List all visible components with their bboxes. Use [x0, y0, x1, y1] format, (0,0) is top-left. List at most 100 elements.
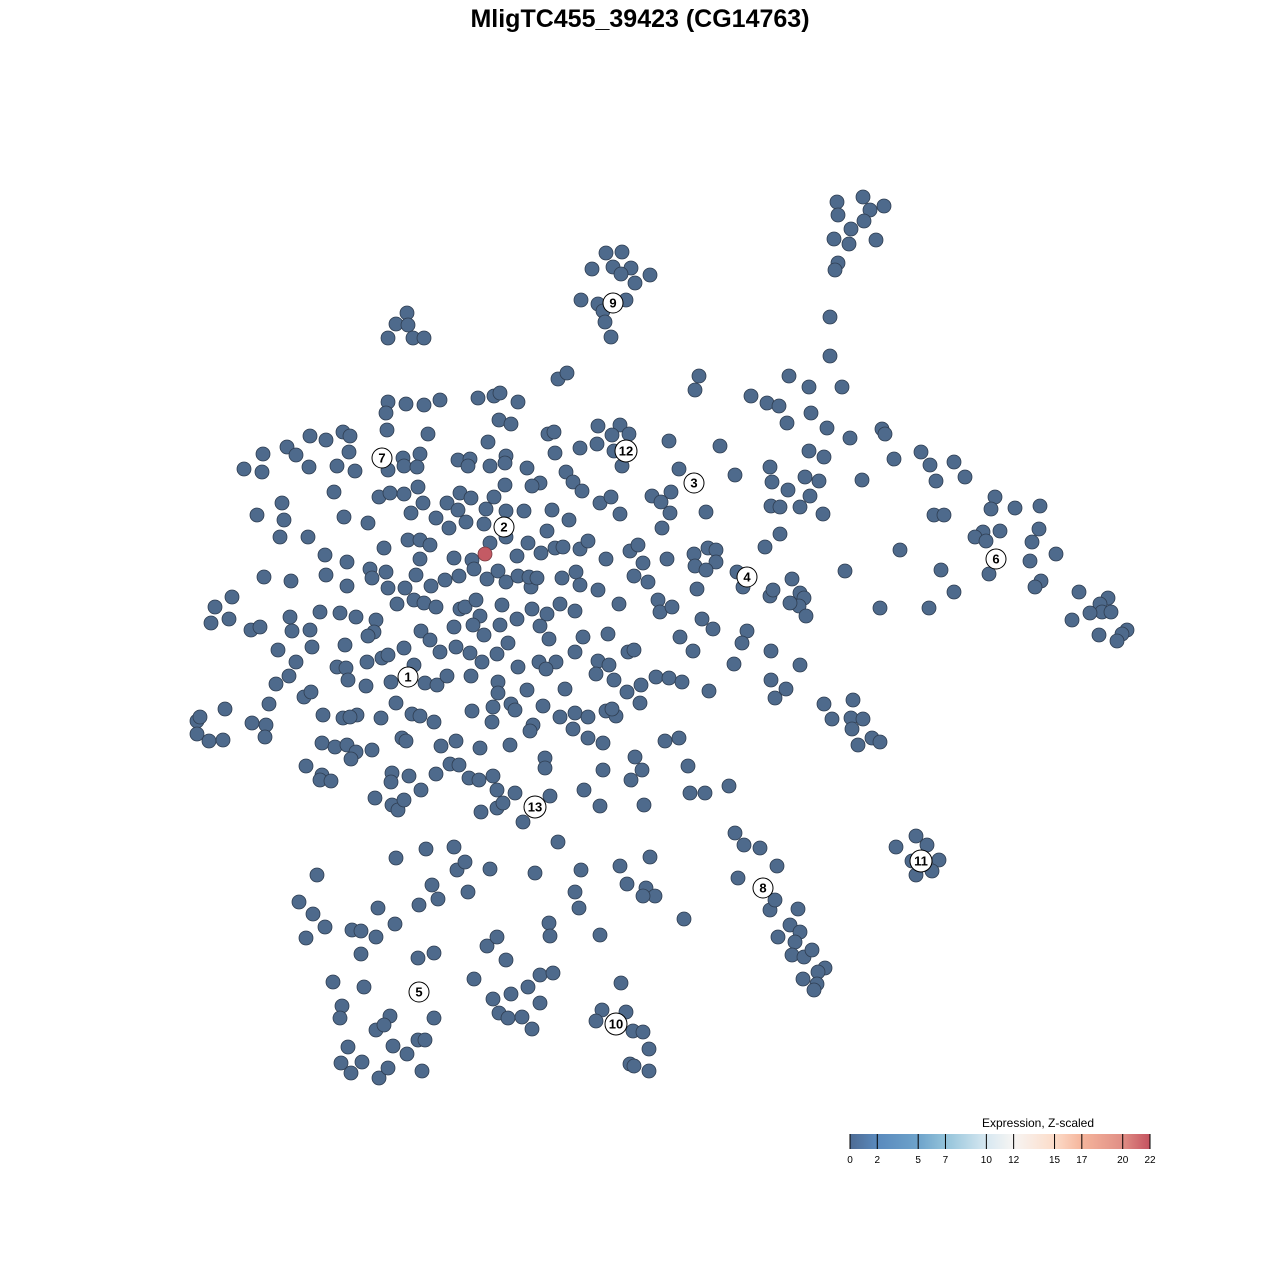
data-point [772, 499, 788, 515]
data-point [671, 730, 687, 746]
data-point [780, 482, 796, 498]
data-point [636, 797, 652, 813]
data-point [664, 599, 680, 615]
cluster-label: 11 [909, 849, 933, 873]
data-point [641, 1063, 657, 1079]
data-point [380, 1060, 396, 1076]
data-point [630, 537, 646, 553]
data-point [428, 599, 444, 615]
data-point [811, 473, 827, 489]
data-point [691, 368, 707, 384]
data-point [429, 677, 445, 693]
data-point [485, 991, 501, 1007]
data-point [498, 952, 514, 968]
data-point [787, 934, 803, 950]
data-point [413, 623, 429, 639]
data-point [341, 444, 357, 460]
data-point [613, 975, 629, 991]
data-point [489, 929, 505, 945]
data-point [576, 782, 592, 798]
data-point [389, 596, 405, 612]
data-point [663, 484, 679, 500]
legend-tick-label: 7 [943, 1155, 949, 1166]
data-point [634, 762, 650, 778]
data-point [922, 457, 938, 473]
data-point [689, 581, 705, 597]
data-point [342, 709, 358, 725]
data-point [721, 778, 737, 794]
cluster-label-text: 10 [609, 1017, 623, 1032]
data-point [640, 574, 656, 590]
data-point [672, 629, 688, 645]
data-point [466, 561, 482, 577]
data-point [561, 512, 577, 528]
legend-tick-label: 15 [1049, 1155, 1061, 1166]
data-point [623, 772, 639, 788]
data-point [380, 580, 396, 596]
data-point [595, 735, 611, 751]
data-point [843, 221, 859, 237]
data-point [781, 368, 797, 384]
data-point [288, 447, 304, 463]
legend-tick-label: 12 [1008, 1155, 1020, 1166]
data-point [458, 514, 474, 530]
data-point [416, 330, 432, 346]
cluster-label-text: 7 [378, 451, 385, 466]
data-point [657, 733, 673, 749]
data-point [507, 702, 523, 718]
cluster-label-badge [752, 877, 774, 899]
data-point [415, 495, 431, 511]
data-point [422, 632, 438, 648]
data-point [626, 642, 642, 658]
data-point [671, 461, 687, 477]
data-point [336, 509, 352, 525]
data-point [619, 876, 635, 892]
data-point [479, 938, 495, 954]
data-point [573, 862, 589, 878]
data-point [376, 1017, 392, 1033]
data-point [771, 398, 787, 414]
data-point [446, 839, 462, 855]
data-point [845, 692, 861, 708]
data-point [325, 974, 341, 990]
data-point [698, 504, 714, 520]
cluster-label: 3 [683, 472, 705, 494]
data-point [502, 737, 518, 753]
data-point [380, 647, 396, 663]
data-point [635, 1024, 651, 1040]
data-point [385, 1038, 401, 1054]
data-point [824, 711, 840, 727]
cluster-label-text: 9 [609, 296, 616, 311]
data-point [359, 654, 375, 670]
data-point [465, 617, 481, 633]
data-point [255, 446, 271, 462]
data-point [708, 554, 724, 570]
data-point [249, 507, 265, 523]
data-point [763, 643, 779, 659]
data-point [410, 950, 426, 966]
data-point [398, 396, 414, 412]
data-point [527, 865, 543, 881]
data-point [727, 825, 743, 841]
data-point [441, 520, 457, 536]
data-point [291, 894, 307, 910]
data-point [510, 659, 526, 675]
data-point [546, 424, 562, 440]
data-point [524, 601, 540, 617]
data-point [396, 486, 412, 502]
data-point [589, 436, 605, 452]
data-point [192, 709, 208, 725]
data-point [822, 309, 838, 325]
data-point [641, 1041, 657, 1057]
data-point [837, 563, 853, 579]
data-point [217, 701, 233, 717]
data-point [743, 388, 759, 404]
data-point [257, 729, 273, 745]
data-point [460, 458, 476, 474]
data-point [816, 696, 832, 712]
data-point [642, 849, 658, 865]
data-point [648, 669, 664, 685]
cluster-label: 12 [614, 439, 638, 463]
